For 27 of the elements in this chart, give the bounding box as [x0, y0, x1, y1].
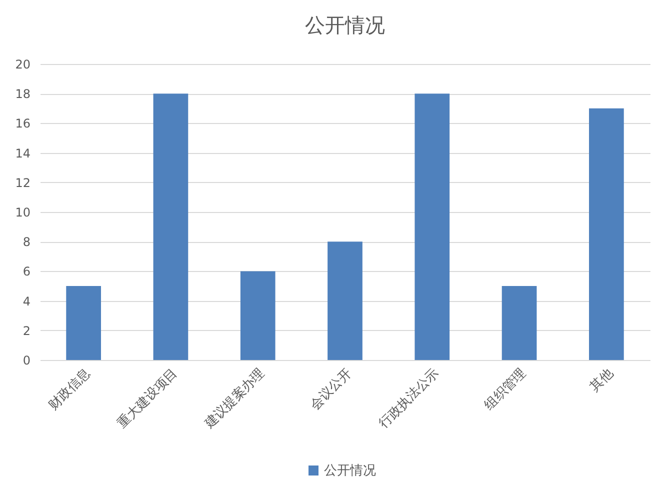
- bar: [153, 94, 188, 360]
- x-tick-label: 组织管理: [482, 366, 530, 414]
- bar: [240, 271, 276, 360]
- y-tick-label: 16: [15, 116, 30, 131]
- y-tick-label: 8: [22, 235, 30, 250]
- y-tick-label: 0: [22, 354, 30, 368]
- y-tick-label: 18: [15, 87, 30, 102]
- y-tick-label: 20: [15, 58, 30, 72]
- y-tick-label: 12: [15, 176, 30, 190]
- bar: [414, 94, 450, 360]
- bar: [589, 108, 624, 360]
- y-tick-label: 10: [15, 206, 30, 220]
- x-tick-label: 重大建设项目: [114, 366, 181, 432]
- x-tick-label: 会议公开: [308, 366, 355, 414]
- x-tick-label: 行政执法公示: [376, 366, 442, 432]
- bar: [328, 242, 362, 360]
- x-tick-label: 其他: [587, 366, 616, 395]
- bar: [66, 286, 101, 360]
- y-tick-label: 14: [15, 146, 30, 160]
- y-tick-label: 4: [22, 294, 30, 308]
- x-tick-label: 建议提案办理: [200, 365, 268, 432]
- chart-title: 公开情况: [305, 13, 385, 37]
- legend-label: 公开情况: [324, 464, 376, 478]
- bar: [502, 286, 537, 360]
- y-tick-label: 2: [22, 324, 30, 338]
- y-tick-label: 6: [22, 264, 30, 279]
- x-tick-label: 财政信息: [46, 366, 94, 414]
